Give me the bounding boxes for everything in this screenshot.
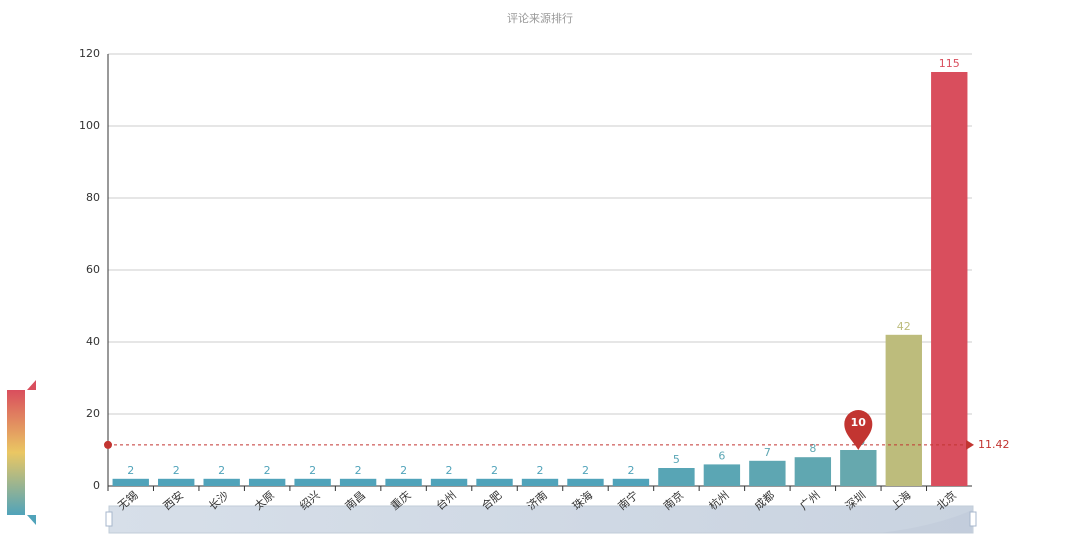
y-tick-label: 40 (86, 335, 100, 348)
visual-map-handle[interactable] (27, 380, 36, 390)
data-label: 2 (491, 464, 498, 477)
data-label: 2 (264, 464, 271, 477)
y-tick-label: 80 (86, 191, 100, 204)
bar (567, 478, 604, 486)
mark-point-label: 10 (851, 416, 867, 429)
data-label: 2 (127, 464, 134, 477)
bar (931, 72, 968, 486)
bar (339, 478, 377, 486)
data-zoom-handle[interactable] (105, 511, 113, 527)
bar (658, 468, 695, 486)
bar (430, 478, 468, 486)
visual-map-handle[interactable] (27, 515, 36, 525)
visual-map[interactable] (7, 390, 25, 515)
mark-point (844, 410, 873, 450)
data-label: 7 (764, 446, 771, 459)
data-label: 2 (537, 464, 544, 477)
y-tick-label: 120 (79, 47, 100, 60)
data-label: 2 (309, 464, 316, 477)
bar (112, 478, 149, 486)
y-tick-label: 0 (93, 479, 100, 492)
y-tick-label: 60 (86, 263, 100, 276)
bar (521, 478, 559, 486)
bar (203, 478, 240, 486)
data-zoom[interactable] (108, 505, 974, 534)
y-tick-label: 20 (86, 407, 100, 420)
data-label: 2 (173, 464, 180, 477)
y-tick-label: 100 (79, 119, 100, 132)
bar (612, 478, 650, 486)
mark-line-label: 11.42 (978, 438, 1010, 451)
bar (476, 478, 513, 486)
data-label: 2 (400, 464, 407, 477)
bar (794, 457, 832, 486)
bar (885, 334, 922, 486)
data-label: 2 (355, 464, 362, 477)
bar (385, 478, 422, 486)
data-label: 5 (673, 453, 680, 466)
data-label: 6 (718, 449, 725, 462)
mark-line-arrow (966, 439, 974, 450)
bar (158, 478, 195, 486)
data-label: 8 (809, 442, 816, 455)
data-label: 2 (446, 464, 453, 477)
bar (248, 478, 286, 486)
bar (749, 460, 786, 486)
data-label: 2 (582, 464, 589, 477)
data-label: 2 (218, 464, 225, 477)
chart-title: 评论来源排行 (507, 11, 573, 25)
bar (840, 450, 877, 486)
bar (703, 464, 741, 486)
data-zoom-handle[interactable] (969, 511, 977, 527)
bar (294, 478, 331, 486)
data-label: 115 (939, 57, 960, 70)
data-label: 2 (627, 464, 634, 477)
data-label: 42 (897, 320, 911, 333)
